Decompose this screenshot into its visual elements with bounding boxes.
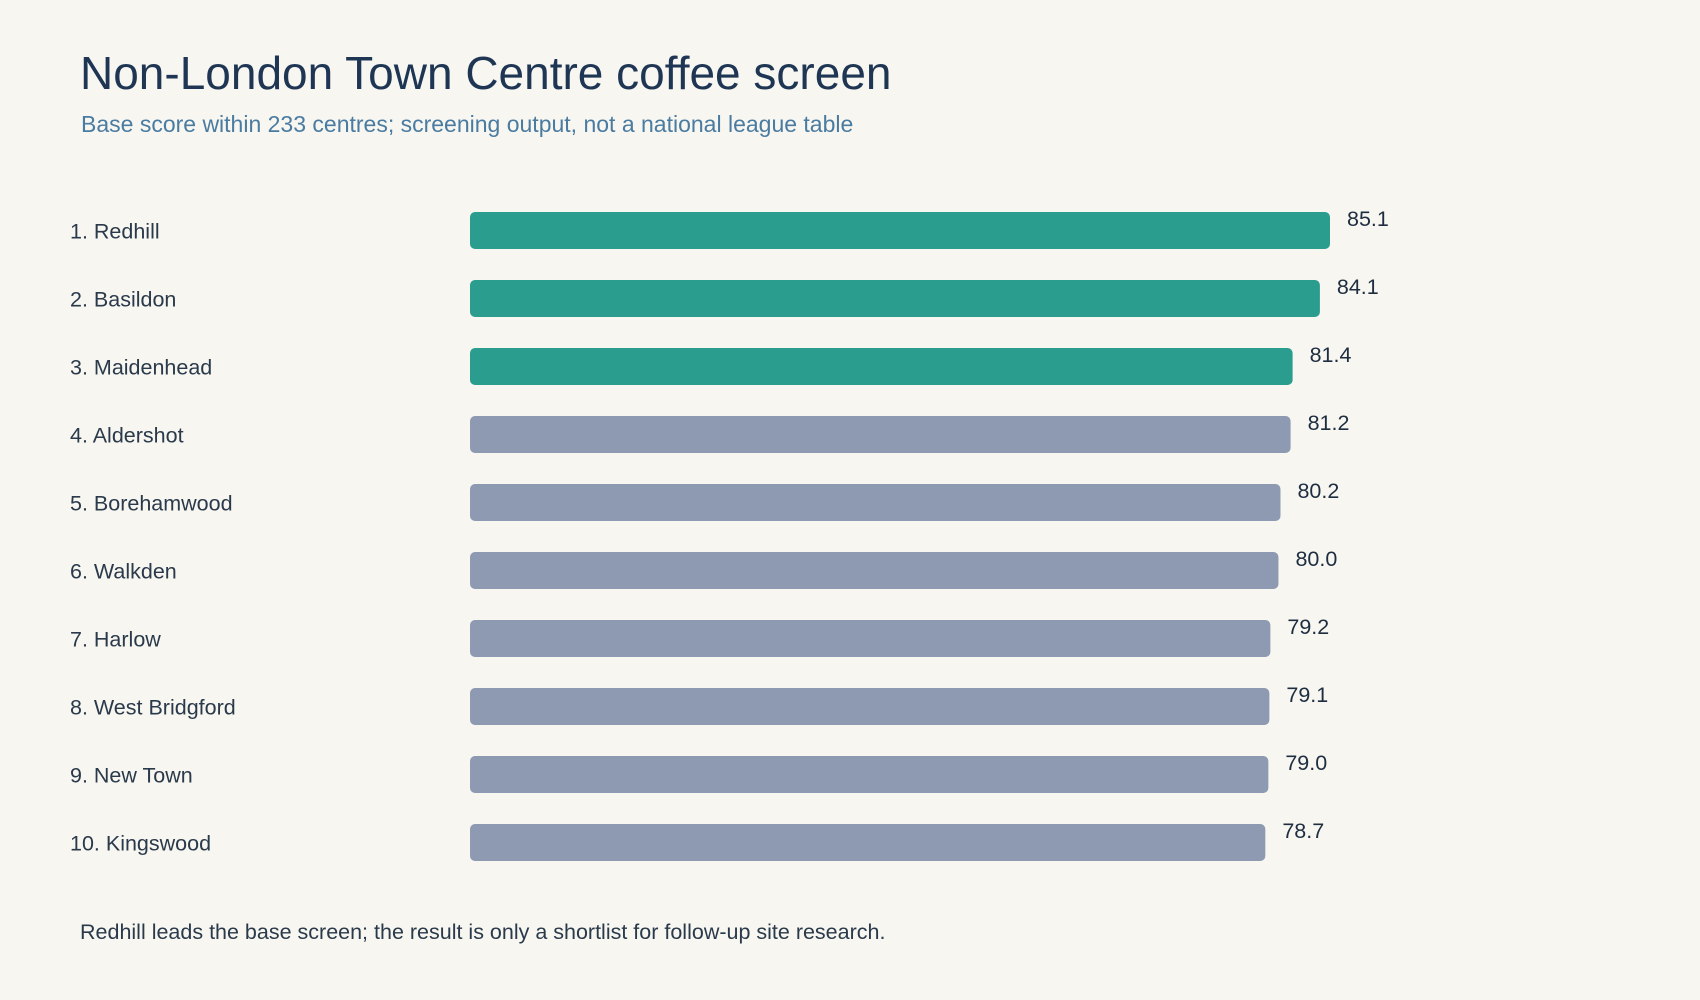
bar [470, 688, 1270, 725]
bar [470, 552, 1279, 589]
bar [470, 416, 1291, 453]
bar [470, 824, 1266, 861]
chart-footnote: Redhill leads the base screen; the resul… [80, 920, 886, 944]
category-label: 8. West Bridgford [70, 696, 236, 720]
value-label: 84.1 [1337, 275, 1379, 299]
category-label: 9. New Town [70, 764, 193, 788]
value-label: 85.1 [1347, 207, 1389, 231]
category-label: 1. Redhill [70, 220, 160, 244]
value-label: 79.1 [1286, 683, 1328, 707]
bar [470, 620, 1271, 657]
bar [470, 756, 1269, 793]
category-label: 6. Walkden [70, 560, 177, 584]
category-label: 5. Borehamwood [70, 492, 233, 516]
value-label: 81.4 [1310, 343, 1352, 367]
value-label: 80.0 [1295, 547, 1337, 571]
category-label: 3. Maidenhead [70, 356, 212, 380]
bar [470, 348, 1293, 385]
chart-title: Non-London Town Centre coffee screen [80, 47, 892, 99]
value-label: 79.0 [1285, 751, 1327, 775]
value-label: 78.7 [1282, 819, 1324, 843]
bar [470, 484, 1281, 521]
value-label: 80.2 [1297, 479, 1339, 503]
category-label: 10. Kingswood [70, 832, 211, 856]
value-label: 79.2 [1287, 615, 1329, 639]
value-label: 81.2 [1308, 411, 1350, 435]
chart-subtitle: Base score within 233 centres; screening… [81, 111, 854, 137]
category-label: 7. Harlow [70, 628, 161, 652]
category-label: 4. Aldershot [70, 424, 184, 448]
category-label: 2. Basildon [70, 288, 176, 312]
bar [470, 280, 1320, 317]
bar [470, 212, 1330, 249]
